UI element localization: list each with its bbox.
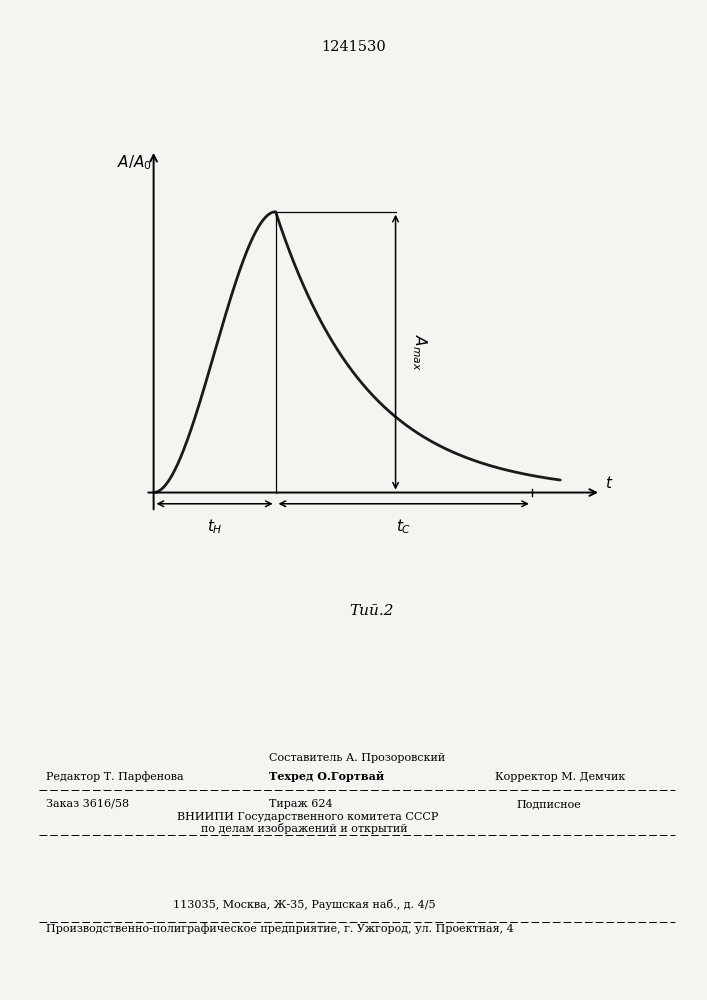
Text: Редактор Т. Парфенова: Редактор Т. Парфенова	[46, 771, 184, 782]
Text: Заказ 3616/58: Заказ 3616/58	[46, 799, 129, 809]
Text: $\mathit{t_H}$: $\mathit{t_H}$	[206, 517, 223, 536]
Text: $\mathit{A_{max}}$: $\mathit{A_{max}}$	[410, 334, 428, 370]
Text: $\mathit{A/A_0}$: $\mathit{A/A_0}$	[117, 153, 151, 172]
Text: $\mathit{t}$: $\mathit{t}$	[605, 475, 614, 491]
Text: ВНИИПИ Государственного комитета СССР: ВНИИПИ Государственного комитета СССР	[177, 812, 438, 822]
Text: по делам изображений и открытий: по делам изображений и открытий	[201, 823, 408, 834]
Text: Корректор М. Демчик: Корректор М. Демчик	[495, 772, 625, 782]
Text: Составитель А. Прозоровский: Составитель А. Прозоровский	[269, 753, 445, 763]
Text: Подписное: Подписное	[516, 799, 581, 809]
Text: $\mathit{t_C}$: $\mathit{t_C}$	[396, 517, 411, 536]
Text: Техред О.Гортвай: Техред О.Гортвай	[269, 771, 384, 782]
Text: 113035, Москва, Ж-35, Раушская наб., д. 4/5: 113035, Москва, Ж-35, Раушская наб., д. …	[173, 899, 436, 910]
Text: Τиӣ.2: Τиӣ.2	[349, 604, 393, 618]
Text: Производственно-полиграфическое предприятие, г. Ужгород, ул. Проектная, 4: Производственно-полиграфическое предприя…	[46, 923, 514, 934]
Text: Тираж 624: Тираж 624	[269, 799, 332, 809]
Text: 1241530: 1241530	[321, 40, 386, 54]
